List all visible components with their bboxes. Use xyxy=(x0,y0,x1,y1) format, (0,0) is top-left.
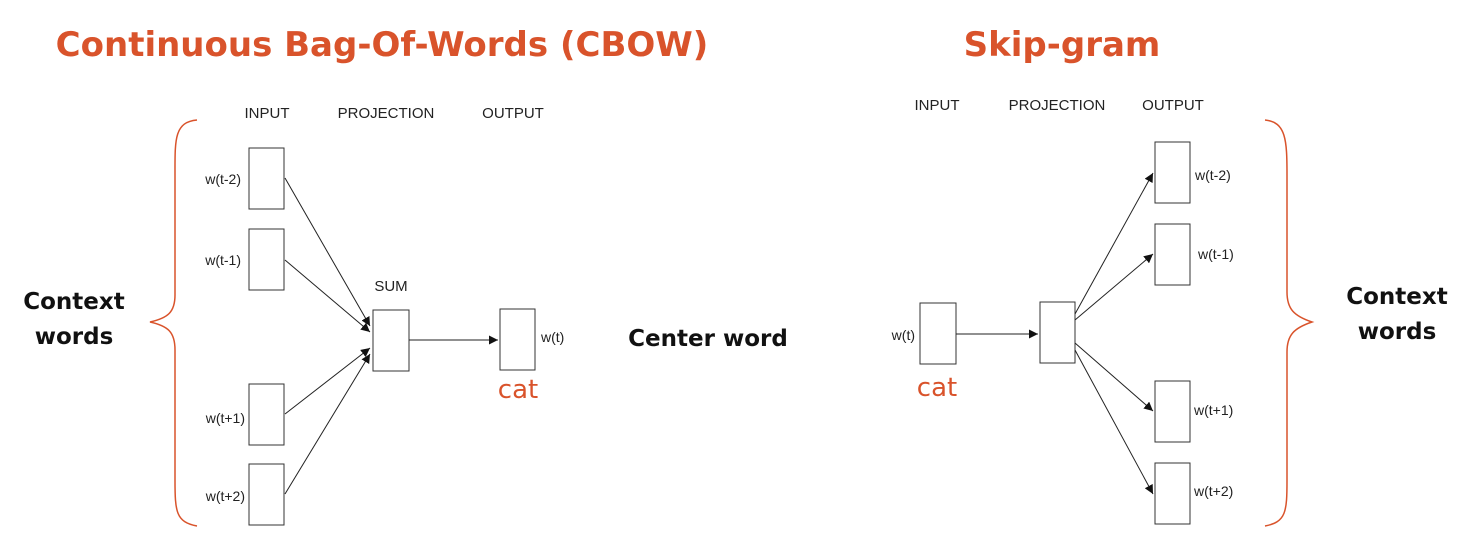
cbow-input-label-t-2: w(t-2) xyxy=(204,171,241,187)
skipgram-output-box-t-2 xyxy=(1154,141,1191,204)
skipgram-output-box-t-1 xyxy=(1154,223,1191,286)
skipgram-input-box xyxy=(919,302,957,365)
cbow-input-box-t-2 xyxy=(248,147,285,210)
skipgram-context-label-line2: words xyxy=(1358,319,1437,345)
cbow-context-label-line2: words xyxy=(35,324,114,350)
skipgram-output-label-t-1: w(t-1) xyxy=(1197,246,1234,262)
skipgram-output-label-t+2: w(t+2) xyxy=(1193,483,1233,499)
cbow-context-brace xyxy=(149,119,198,527)
cbow-input-box-t+1 xyxy=(248,383,285,446)
skipgram-example-word: cat xyxy=(917,373,957,403)
skipgram-arrow-t-1 xyxy=(1074,253,1154,321)
skipgram-context-brace xyxy=(1264,119,1315,527)
cbow-arrow-t+1 xyxy=(284,347,371,415)
skipgram-arrow-t+1 xyxy=(1074,342,1154,412)
cbow-input-label-t+1: w(t+1) xyxy=(205,410,245,426)
center-word-label: Center word xyxy=(628,326,788,352)
skipgram-input-label: w(t) xyxy=(891,327,915,343)
cbow-input-box-t-1 xyxy=(248,228,285,291)
cbow-arrow-t+2 xyxy=(284,353,371,495)
cbow-input-label-t+2: w(t+2) xyxy=(205,488,245,504)
cbow-context-label-line1: Context xyxy=(23,289,124,315)
cbow-projection-header: PROJECTION xyxy=(338,105,435,122)
skipgram-output-label-t+1: w(t+1) xyxy=(1193,402,1233,418)
cbow-sum-label: SUM xyxy=(374,278,407,295)
cbow-output-box xyxy=(499,308,536,371)
cbow-arrow-t-1 xyxy=(284,259,371,333)
cbow-input-box-t+2 xyxy=(248,463,285,526)
cbow-output-label: w(t) xyxy=(540,329,564,345)
skipgram-input-header: INPUT xyxy=(915,97,960,114)
skipgram-arrow-t-2 xyxy=(1074,172,1154,315)
skipgram-projection-box xyxy=(1039,301,1076,364)
cbow-example-word: cat xyxy=(498,375,538,405)
skipgram-diagram: INPUT PROJECTION OUTPUT w(t) cat w(t-2) … xyxy=(891,97,1315,527)
cbow-output-header: OUTPUT xyxy=(482,105,544,122)
skipgram-context-label-line1: Context xyxy=(1346,284,1447,310)
cbow-title: Continuous Bag-Of-Words (CBOW) xyxy=(56,25,709,65)
skipgram-title: Skip-gram xyxy=(964,25,1161,65)
skipgram-output-box-t+1 xyxy=(1154,380,1191,443)
cbow-input-label-t-1: w(t-1) xyxy=(204,252,241,268)
skipgram-output-box-t+2 xyxy=(1154,462,1191,525)
skipgram-output-label-t-2: w(t-2) xyxy=(1194,167,1231,183)
cbow-input-header: INPUT xyxy=(245,105,290,122)
skipgram-projection-header: PROJECTION xyxy=(1009,97,1106,114)
skipgram-arrow-t+2 xyxy=(1074,349,1154,495)
cbow-diagram: INPUT PROJECTION OUTPUT w(t-2) w(t-1) w(… xyxy=(149,105,564,527)
cbow-arrow-t-2 xyxy=(284,177,371,327)
skipgram-output-header: OUTPUT xyxy=(1142,97,1204,114)
cbow-projection-box xyxy=(372,309,410,372)
